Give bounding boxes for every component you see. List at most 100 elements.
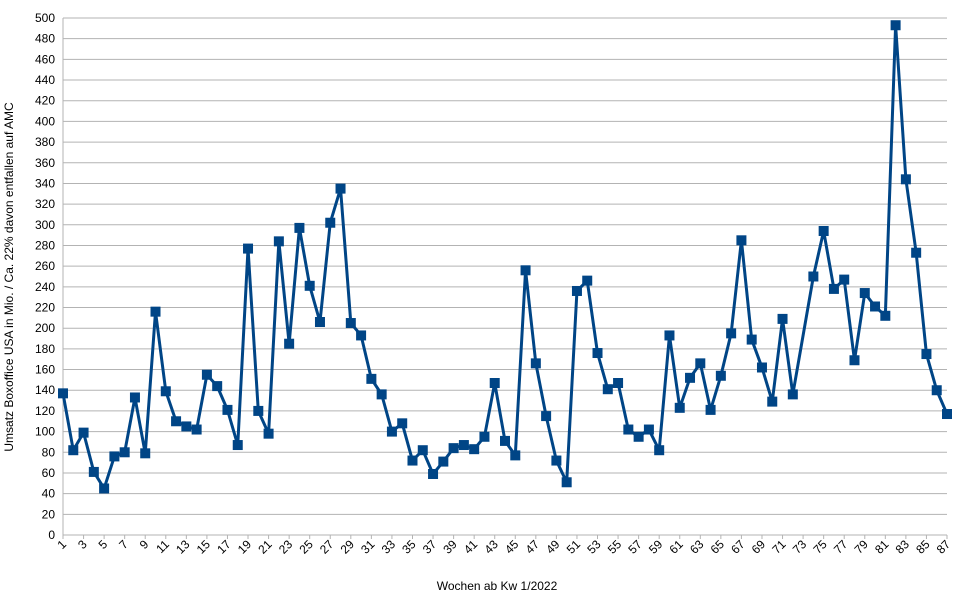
y-tick-label: 240 <box>35 280 55 294</box>
x-tick-label: 27 <box>317 537 337 557</box>
x-tick-label: 59 <box>646 537 666 557</box>
x-tick-label: 1 <box>54 537 69 552</box>
marker <box>88 466 99 477</box>
marker <box>911 247 922 258</box>
marker <box>181 421 192 432</box>
marker <box>222 404 233 415</box>
x-tick-label: 47 <box>523 537 543 557</box>
marker <box>870 301 881 312</box>
marker <box>695 358 706 369</box>
marker <box>633 431 644 442</box>
x-tick-label: 69 <box>749 537 769 557</box>
x-tick-label: 41 <box>461 537 481 557</box>
x-tick-label: 25 <box>296 537 316 557</box>
x-tick-label: 3 <box>75 537 90 552</box>
marker <box>304 280 315 291</box>
x-tick-label: 53 <box>584 537 604 557</box>
x-tick-label: 13 <box>173 537 193 557</box>
y-tick-label: 40 <box>42 487 56 501</box>
marker <box>859 288 870 299</box>
marker <box>530 358 541 369</box>
marker <box>510 450 521 461</box>
marker <box>191 424 202 435</box>
marker <box>428 468 439 479</box>
x-tick-label: 37 <box>420 537 440 557</box>
x-tick-label: 77 <box>831 537 851 557</box>
marker <box>520 265 531 276</box>
x-tick-label: 19 <box>235 537 255 557</box>
marker <box>376 389 387 400</box>
marker <box>551 455 562 466</box>
marker <box>232 440 243 451</box>
y-tick-label: 300 <box>35 218 55 232</box>
marker <box>756 362 767 373</box>
marker <box>931 385 942 396</box>
marker <box>571 285 582 296</box>
marker <box>705 404 716 415</box>
x-tick-label: 11 <box>153 537 172 556</box>
marker <box>808 271 819 282</box>
y-tick-label: 340 <box>35 176 55 190</box>
x-tick-label: 31 <box>358 537 378 557</box>
marker <box>674 402 685 413</box>
marker <box>314 316 325 327</box>
x-tick-label: 61 <box>667 537 687 557</box>
x-tick-label: 81 <box>872 537 892 557</box>
y-tick-label: 260 <box>35 259 55 273</box>
y-axis-label: Umsatz Boxoffice USA in Mio. / Ca. 22% d… <box>2 102 16 452</box>
marker <box>736 235 747 246</box>
y-tick-label: 320 <box>35 197 55 211</box>
marker <box>469 444 480 455</box>
x-tick-label: 29 <box>338 537 358 557</box>
marker <box>839 274 850 285</box>
marker <box>890 20 901 31</box>
x-tick-label: 7 <box>116 537 131 552</box>
marker <box>356 330 367 341</box>
y-tick-label: 60 <box>42 466 56 480</box>
marker <box>99 483 110 494</box>
x-tick-label: 49 <box>543 537 563 557</box>
marker <box>417 445 428 456</box>
marker <box>273 236 284 247</box>
marker <box>109 451 120 462</box>
x-tick-label: 33 <box>379 537 399 557</box>
y-tick-label: 360 <box>35 156 55 170</box>
y-tick-label: 480 <box>35 32 55 46</box>
y-tick-label: 220 <box>35 301 55 315</box>
x-tick-label: 63 <box>687 537 707 557</box>
marker <box>592 348 603 359</box>
y-tick-label: 200 <box>35 321 55 335</box>
x-tick-label: 85 <box>913 537 933 557</box>
y-tick-label: 380 <box>35 135 55 149</box>
x-tick-label: 83 <box>893 537 913 557</box>
y-tick-label: 500 <box>35 11 55 25</box>
marker <box>294 222 305 233</box>
x-tick-label: 75 <box>810 537 830 557</box>
marker <box>777 313 788 324</box>
y-tick-label: 180 <box>35 342 55 356</box>
y-tick-label: 440 <box>35 73 55 87</box>
marker <box>561 477 572 488</box>
marker <box>397 418 408 429</box>
marker <box>602 384 613 395</box>
marker <box>386 426 397 437</box>
y-tick-label: 280 <box>35 238 55 252</box>
y-tick-label: 160 <box>35 363 55 377</box>
marker <box>366 373 377 384</box>
marker <box>685 372 696 383</box>
x-tick-label: 9 <box>137 537 152 552</box>
marker <box>489 378 500 389</box>
x-tick-label: 79 <box>852 537 872 557</box>
marker <box>140 448 151 459</box>
marker <box>900 174 911 185</box>
x-tick-label: 21 <box>255 537 275 557</box>
marker <box>623 424 634 435</box>
marker <box>201 369 212 380</box>
marker <box>921 349 932 360</box>
marker <box>58 388 68 399</box>
marker <box>448 443 459 454</box>
x-tick-label: 65 <box>708 537 728 557</box>
marker <box>828 283 839 294</box>
x-axis-label: Wochen ab Kw 1/2022 <box>437 579 558 593</box>
x-tick-label: 45 <box>502 537 522 557</box>
